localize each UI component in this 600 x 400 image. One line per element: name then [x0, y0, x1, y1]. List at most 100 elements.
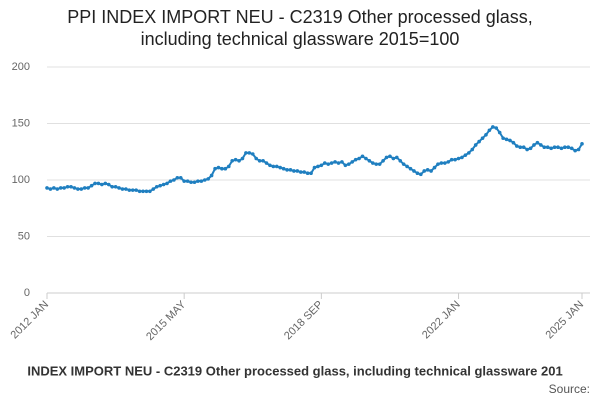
data-point: [161, 182, 166, 187]
data-point: [216, 165, 221, 170]
data-point: [106, 182, 111, 187]
data-point: [429, 169, 433, 173]
data-point: [58, 186, 63, 190]
data-point: [552, 145, 557, 150]
data-point: [141, 189, 145, 194]
data-point: [96, 181, 101, 186]
data-point: [302, 170, 307, 174]
data-point: [100, 182, 104, 187]
data-point: [261, 158, 265, 163]
data-point: [182, 179, 186, 183]
data-point: [381, 158, 385, 163]
data-point: [312, 165, 317, 170]
data-point: [292, 169, 296, 173]
data-point: [525, 147, 529, 152]
data-point: [250, 152, 255, 156]
data-point: [220, 166, 224, 171]
data-point: [542, 145, 547, 150]
y-tick-label: 50: [18, 230, 30, 242]
data-point: [494, 126, 499, 130]
data-point: [69, 184, 73, 189]
data-point: [144, 189, 149, 194]
data-point: [573, 148, 577, 153]
data-point: [93, 181, 97, 186]
data-point: [491, 125, 495, 129]
data-point: [309, 171, 313, 176]
data-point: [278, 165, 283, 170]
data-point: [511, 140, 516, 145]
y-tick-label: 150: [12, 117, 30, 129]
data-point: [230, 158, 234, 163]
data-point: [233, 157, 238, 162]
data-point: [415, 171, 420, 176]
caption: INDEX IMPORT NEU - C2319 Other processed…: [27, 363, 562, 378]
data-point: [213, 166, 217, 171]
chart-title: PPI INDEX IMPORT NEU - C2319 Other proce…: [67, 7, 533, 49]
data-point: [556, 145, 560, 150]
x-tick-label: 2012 JAN: [9, 299, 52, 342]
data-point: [48, 187, 53, 191]
data-point: [563, 145, 567, 150]
data-point: [316, 164, 320, 169]
data-point: [151, 187, 156, 191]
data-point: [192, 180, 197, 185]
data-point: [72, 186, 77, 190]
data-point: [281, 166, 286, 171]
data-point: [377, 162, 382, 166]
data-point: [127, 188, 132, 192]
data-point: [371, 161, 375, 165]
data-point: [52, 186, 56, 190]
data-point: [168, 179, 173, 183]
data-point: [130, 188, 135, 192]
data-point: [45, 186, 49, 190]
data-point: [103, 181, 108, 186]
data-point: [148, 189, 152, 194]
data-point: [223, 166, 228, 171]
data-point: [113, 184, 118, 189]
x-tick-label: 2015 MAY: [144, 298, 189, 343]
data-point: [408, 166, 413, 171]
data-point: [343, 163, 348, 168]
data-point: [189, 180, 193, 185]
data-point: [110, 184, 114, 189]
data-point: [374, 162, 379, 166]
data-point: [82, 186, 87, 190]
x-tick-label: 2018 SEP: [282, 299, 326, 343]
data-point: [449, 157, 454, 162]
data-point: [206, 177, 210, 181]
y-tick-label: 200: [12, 61, 30, 73]
data-point: [86, 186, 90, 190]
data-point: [247, 151, 252, 155]
data-point: [340, 160, 344, 164]
data-point: [55, 187, 60, 191]
data-point: [439, 161, 444, 165]
data-point: [360, 154, 365, 159]
data-point: [322, 161, 327, 165]
data-point: [79, 187, 84, 191]
data-point: [504, 137, 509, 142]
data-point: [497, 130, 502, 135]
data-point: [185, 179, 190, 183]
data-point: [285, 168, 289, 172]
data-point: [473, 143, 478, 147]
data-point: [559, 146, 564, 151]
data-point: [326, 162, 331, 166]
data-point: [244, 151, 248, 155]
data-point: [518, 145, 523, 150]
data-point: [419, 172, 423, 177]
data-point: [470, 147, 475, 152]
data-point: [175, 175, 180, 180]
data-point: [480, 136, 485, 140]
data-point: [353, 157, 358, 162]
data-point: [398, 158, 403, 163]
data-point: [257, 158, 262, 163]
data-point: [271, 164, 276, 169]
data-point: [443, 161, 447, 165]
data-point: [89, 183, 94, 188]
data-point: [264, 161, 269, 165]
data-point: [391, 156, 396, 161]
data-point: [268, 163, 272, 168]
data-point: [357, 156, 361, 161]
data-point: [137, 189, 142, 194]
